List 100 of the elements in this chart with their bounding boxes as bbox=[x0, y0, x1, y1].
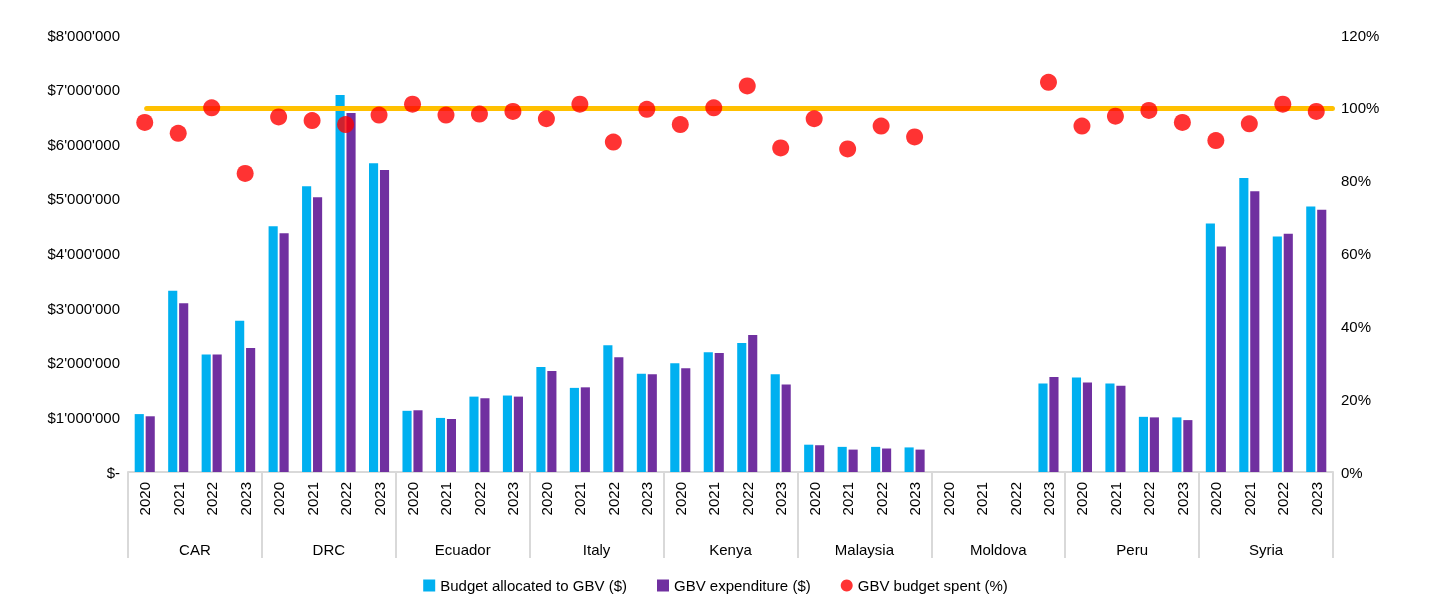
point bbox=[638, 100, 656, 118]
y2-tick-label: 40% bbox=[1341, 317, 1372, 335]
x-tick-label: 2023 bbox=[370, 482, 388, 516]
bar bbox=[1317, 209, 1327, 472]
text: Ecuador bbox=[434, 541, 491, 558]
point bbox=[537, 110, 555, 128]
bar bbox=[480, 398, 490, 472]
x-tick-label: 2022 bbox=[738, 482, 756, 516]
bar bbox=[781, 384, 791, 472]
bar bbox=[435, 417, 446, 472]
bar bbox=[513, 396, 523, 472]
x-tick-label: 2023 bbox=[1039, 482, 1057, 516]
point bbox=[337, 116, 355, 134]
x-tick-label: 2023 bbox=[772, 482, 790, 516]
bar bbox=[1049, 376, 1059, 472]
bar bbox=[1306, 206, 1316, 472]
bar bbox=[614, 357, 624, 472]
y-tick-label: $4'000'000 bbox=[47, 245, 120, 262]
bar bbox=[1183, 420, 1193, 472]
point bbox=[203, 99, 221, 117]
point bbox=[805, 110, 823, 128]
bar bbox=[1149, 417, 1159, 472]
x-tick-label: 2022 bbox=[203, 482, 221, 516]
x-tick-label: 2021 bbox=[437, 482, 455, 516]
bar bbox=[904, 447, 914, 472]
x-tick-label: 2022 bbox=[1274, 482, 1292, 516]
x-tick-label: 2022 bbox=[1006, 482, 1024, 516]
point bbox=[671, 116, 689, 134]
x-tick-label: 2020 bbox=[404, 482, 422, 516]
x-tick-label: 2023 bbox=[236, 482, 254, 516]
point bbox=[872, 117, 890, 135]
bar bbox=[1071, 377, 1082, 472]
point bbox=[906, 128, 924, 146]
bar bbox=[369, 163, 379, 472]
point bbox=[1073, 117, 1091, 135]
text: Italy bbox=[582, 541, 611, 558]
x-tick-label: 2021 bbox=[1106, 482, 1124, 516]
point bbox=[1240, 115, 1258, 133]
point bbox=[136, 113, 154, 131]
x-tick-label: 2020 bbox=[671, 482, 689, 516]
bar bbox=[268, 226, 278, 472]
y2-tick-label: 20% bbox=[1341, 390, 1372, 408]
y2-tick-label: 0% bbox=[1341, 463, 1363, 481]
bar bbox=[647, 374, 657, 472]
bar bbox=[1216, 246, 1226, 472]
bar bbox=[848, 449, 858, 472]
bar bbox=[703, 352, 713, 472]
text: Peru bbox=[1116, 541, 1149, 558]
bar bbox=[469, 396, 479, 472]
x-tick-label: 2023 bbox=[1173, 482, 1191, 516]
bar bbox=[1239, 178, 1249, 472]
legend-label: GBV budget spent (%) bbox=[857, 577, 1008, 594]
bar bbox=[1082, 382, 1092, 472]
x-tick-label: 2023 bbox=[906, 482, 924, 516]
text: DRC bbox=[312, 541, 346, 558]
bar bbox=[1250, 191, 1260, 472]
bar bbox=[748, 334, 758, 472]
legend-label: Budget allocated to GBV ($) bbox=[440, 577, 627, 594]
bar bbox=[201, 354, 211, 472]
bar bbox=[1038, 383, 1048, 472]
point bbox=[705, 99, 723, 117]
x-tick-label: 2021 bbox=[839, 482, 857, 516]
bar bbox=[1272, 236, 1282, 472]
bar bbox=[915, 449, 925, 472]
point bbox=[1040, 73, 1057, 91]
bar bbox=[402, 410, 412, 472]
bar bbox=[547, 370, 557, 472]
x-tick-label: 2020 bbox=[136, 482, 154, 516]
point bbox=[370, 106, 388, 124]
bar bbox=[580, 387, 590, 472]
y-tick-label: $1'000'000 bbox=[47, 408, 120, 426]
point bbox=[303, 112, 321, 130]
bar bbox=[1105, 383, 1115, 472]
point bbox=[1307, 102, 1325, 120]
bar bbox=[681, 368, 691, 472]
y-tick-label: $- bbox=[106, 463, 120, 481]
x-tick-label: 2020 bbox=[270, 482, 288, 516]
text: Moldova bbox=[969, 541, 1028, 558]
x-tick-label: 2021 bbox=[1240, 482, 1258, 516]
text: Malaysia bbox=[834, 541, 895, 558]
point bbox=[1106, 107, 1124, 125]
x-tick-label: 2023 bbox=[504, 482, 522, 516]
bar bbox=[246, 348, 256, 472]
bar bbox=[145, 416, 155, 472]
x-tick-label: 2020 bbox=[1073, 482, 1091, 516]
x-tick-label: 2020 bbox=[939, 482, 957, 516]
point bbox=[1274, 95, 1292, 113]
legend-label: GBV expenditure ($) bbox=[673, 577, 811, 594]
bar bbox=[1283, 233, 1293, 472]
bar bbox=[670, 363, 680, 472]
bar bbox=[335, 95, 345, 472]
x-tick-label: 2020 bbox=[805, 482, 823, 516]
x-tick-label: 2021 bbox=[571, 482, 589, 516]
x-tick-label: 2020 bbox=[1207, 482, 1225, 516]
bar bbox=[413, 410, 423, 472]
x-tick-label: 2022 bbox=[1140, 482, 1158, 516]
text: Kenya bbox=[709, 541, 753, 558]
bar bbox=[235, 320, 245, 472]
y-tick-label: $2'000'000 bbox=[47, 354, 120, 372]
x-tick-label: 2022 bbox=[337, 482, 355, 516]
